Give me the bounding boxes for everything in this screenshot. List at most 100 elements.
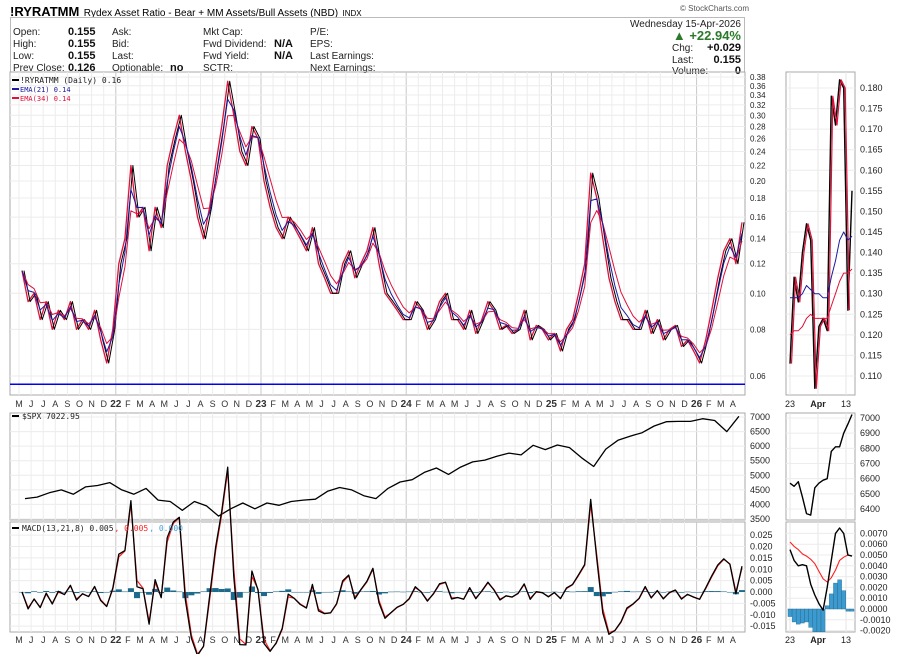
- x-tick-label: J: [610, 635, 615, 645]
- inset-y-tick-label: 0.170: [860, 124, 883, 134]
- x-tick-label: N: [88, 635, 95, 645]
- inset-macd-histogram-bar: [845, 608, 851, 612]
- x-tick-label: J: [186, 635, 191, 645]
- macd-histogram-bar: [164, 587, 171, 592]
- x-tick-label: A: [52, 399, 58, 409]
- macd-histogram-bar: [67, 591, 74, 592]
- y-tick-label: 0.34: [750, 91, 766, 100]
- macd-histogram-bar: [73, 592, 80, 594]
- x-tick-label: J: [174, 399, 179, 409]
- x-tick-label: D: [681, 399, 688, 409]
- x-tick-label: 24: [401, 399, 413, 410]
- inset-macd-histogram-bar: [800, 608, 805, 624]
- macd-histogram-bar: [339, 590, 346, 592]
- inset-y-tick-label: 0.125: [860, 309, 883, 319]
- y-tick-label: 0.005: [750, 576, 773, 586]
- x-tick-label: N: [669, 399, 676, 409]
- macd-histogram-bar: [176, 591, 183, 593]
- x-tick-label: M: [596, 399, 604, 409]
- macd-legend: MACD(13,21,8) 0.005: [22, 524, 114, 533]
- y-tick-label: 7000: [750, 412, 770, 422]
- quote-label: Next Earnings:: [310, 63, 376, 74]
- chg-label: Chg:: [672, 43, 694, 54]
- macd-histogram-bar: [636, 591, 643, 593]
- inset-macd-signal-line: [789, 541, 853, 583]
- x-tick-label: F: [706, 399, 712, 409]
- x-tick-label: D: [391, 399, 398, 409]
- x-tick-label: O: [657, 399, 664, 409]
- inset-price-line: [789, 79, 853, 389]
- inset-y-tick-label: 0.0030: [860, 572, 888, 582]
- x-tick-label: J: [477, 399, 482, 409]
- macd-histogram-bar: [206, 588, 213, 592]
- x-tick-label: N: [379, 399, 386, 409]
- x-tick-label: N: [524, 399, 531, 409]
- change-percent: ▲ +22.94%: [673, 28, 741, 43]
- inset-y-tick-label: -0.0020: [860, 626, 891, 636]
- y-tick-label: 6500: [750, 427, 770, 437]
- x-tick-label: F: [416, 399, 422, 409]
- y-tick-label: 5500: [750, 456, 770, 466]
- x-tick-label: A: [294, 635, 300, 645]
- stockcharts-logo[interactable]: © StockCharts.com: [680, 4, 750, 13]
- macd-histogram-bar: [127, 588, 134, 592]
- macd-histogram-bar: [660, 592, 667, 593]
- price-line-red: [21, 80, 743, 364]
- x-tick-label: J: [464, 399, 469, 409]
- x-tick-label: 23: [255, 635, 267, 646]
- inset-y-tick-label: 6900: [860, 428, 880, 438]
- macd-histogram-bar: [702, 591, 709, 592]
- macd-histogram-bar: [388, 591, 395, 593]
- quote-label: Fwd Yield:: [203, 51, 250, 62]
- macd-histogram-bar: [424, 592, 431, 593]
- x-tick-label: M: [451, 635, 459, 645]
- x-tick-label: M: [15, 635, 23, 645]
- x-tick-label: S: [500, 399, 506, 409]
- macd-histogram-bar: [484, 591, 491, 592]
- macd-histogram-bar: [496, 592, 503, 593]
- x-tick-label: S: [645, 635, 651, 645]
- x-tick-label: M: [451, 399, 459, 409]
- macd-histogram-bar: [726, 592, 733, 593]
- inset-y-tick-label: 0.155: [860, 186, 883, 196]
- quote-box: [10, 17, 745, 72]
- y-tick-label: 0.06: [750, 372, 766, 381]
- macd-histogram-bar: [720, 591, 727, 592]
- x-tick-label: N: [669, 635, 676, 645]
- macd-histogram-bar: [672, 591, 679, 593]
- x-tick-label: A: [294, 399, 300, 409]
- macd-histogram-bar: [291, 592, 298, 593]
- inset-macd-histogram-bar: [849, 608, 855, 612]
- macd-histogram-bar: [79, 591, 86, 593]
- x-tick-label: M: [572, 635, 580, 645]
- inset-ema21-line: [790, 231, 853, 299]
- inset-macd-histogram-bar: [841, 590, 846, 610]
- x-tick-label: N: [234, 399, 241, 409]
- x-tick-label: N: [88, 399, 95, 409]
- macd-histogram-bar: [121, 591, 128, 593]
- macd-histogram-bar: [448, 592, 455, 594]
- macd-histogram-bar: [279, 590, 286, 592]
- inset-y-tick-label: 0.160: [860, 165, 883, 175]
- macd-histogram-bar: [696, 592, 703, 593]
- macd-histogram-bar: [394, 591, 401, 593]
- x-tick-label: D: [536, 399, 543, 409]
- y-tick-label: 0.38: [750, 73, 766, 82]
- x-tick-label: J: [610, 399, 615, 409]
- inset-spx-line: [789, 414, 853, 516]
- x-tick-label: A: [52, 635, 58, 645]
- x-tick-label: O: [657, 635, 664, 645]
- quote-value: N/A: [274, 38, 293, 50]
- quote-label: SCTR:: [203, 63, 233, 74]
- macd-histogram-bar: [31, 591, 38, 592]
- macd-histogram-bar: [442, 591, 449, 593]
- inset-x-tick-label: 23: [785, 399, 795, 409]
- quote-value: N/A: [274, 50, 293, 62]
- legend-label: EMA(34) 0.14: [20, 95, 71, 103]
- x-tick-label: D: [246, 635, 253, 645]
- x-tick-label: M: [306, 399, 314, 409]
- x-tick-label: J: [41, 635, 46, 645]
- x-tick-label: 25: [546, 635, 558, 646]
- y-tick-label: 0.30: [750, 111, 766, 120]
